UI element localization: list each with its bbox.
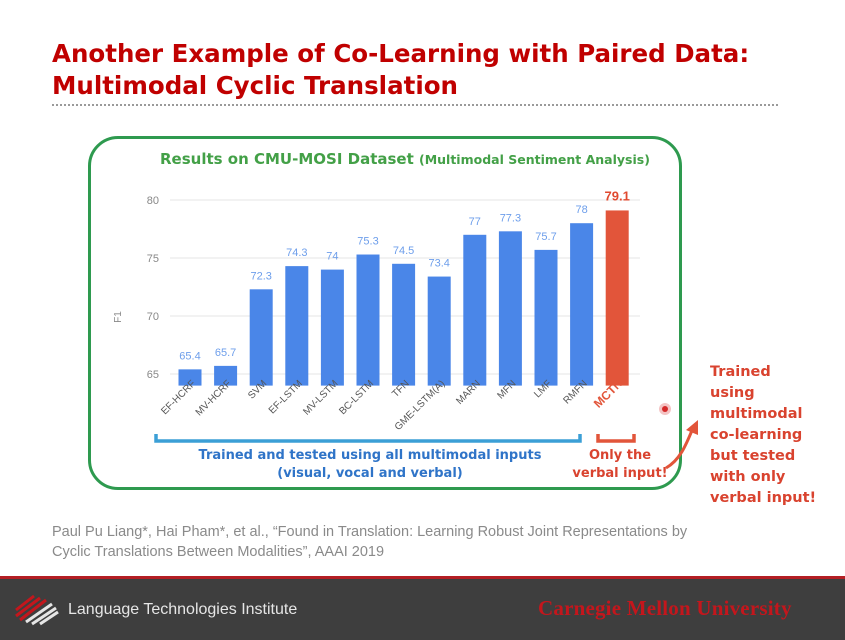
value-label: 78 xyxy=(575,204,587,216)
slide-title-line1: Another Example of Co-Learning with Pair… xyxy=(52,39,750,68)
citation-line1: Paul Pu Liang*, Hai Pham*, et al., “Foun… xyxy=(52,524,688,540)
mctn-note: Only the verbal input! xyxy=(572,447,668,483)
bar-bc-lstm xyxy=(356,254,380,386)
value-label: 74.3 xyxy=(286,247,307,259)
value-label: 73.4 xyxy=(428,258,449,270)
bar-ef-hcrf xyxy=(178,369,202,386)
curved-arrow-icon xyxy=(665,420,698,470)
y-tick-label: 70 xyxy=(147,311,159,323)
side-note-line: multimodal xyxy=(710,406,803,422)
baseline-note-line2: (visual, vocal and verbal) xyxy=(277,466,463,481)
slide-title-line2: Multimodal Cyclic Translation xyxy=(52,71,458,100)
bar-mv-lstm xyxy=(320,269,344,386)
y-tick-label: 65 xyxy=(147,369,159,381)
bar-ef-lstm xyxy=(285,266,309,386)
y-tick-labels: 65 70 75 80 xyxy=(147,195,159,381)
side-note-line: Trained xyxy=(710,364,771,380)
bar-gme-lstm-a- xyxy=(427,276,451,386)
value-label: 74 xyxy=(326,251,338,263)
value-label: 77.3 xyxy=(500,212,521,224)
side-note-line: but tested xyxy=(710,448,796,464)
citation-line2: Cyclic Translations Between Modalities”,… xyxy=(52,544,385,560)
value-label: 65.4 xyxy=(179,350,200,362)
y-tick-label: 75 xyxy=(147,253,159,265)
university-name: Carnegie Mellon University xyxy=(538,596,792,620)
mctn-note-line2: verbal input! xyxy=(572,466,668,481)
baseline-bracket xyxy=(154,434,582,443)
footer-accent-line xyxy=(0,576,845,579)
bar-mfn xyxy=(498,231,522,386)
bar-rmfn xyxy=(570,223,594,386)
institute-name: Language Technologies Institute xyxy=(68,601,298,618)
lti-logo-icon xyxy=(15,594,59,626)
value-label: 72.3 xyxy=(250,270,271,282)
bar-mctn xyxy=(605,210,629,386)
side-note-line: co-learning xyxy=(710,427,803,443)
value-label: 79.1 xyxy=(605,188,630,203)
value-label: 65.7 xyxy=(215,347,236,359)
value-label: 75.3 xyxy=(357,236,378,248)
citation: Paul Pu Liang*, Hai Pham*, et al., “Foun… xyxy=(52,522,812,562)
value-labels: 65.4 65.7 72.3 74.3 74 75.3 74.5 73.4 77 77.3 75.7… xyxy=(179,188,630,362)
bar-tfn xyxy=(392,263,416,386)
side-note-line: using xyxy=(710,385,755,401)
bar-svm xyxy=(249,289,273,386)
mctn-note-line1: Only the xyxy=(588,448,652,463)
bar-mv-hcrf xyxy=(214,365,238,386)
side-note-line: with only xyxy=(710,469,786,485)
title-divider xyxy=(52,104,778,106)
side-note-line: verbal input! xyxy=(710,490,817,506)
y-tick-label: 80 xyxy=(147,195,159,207)
baseline-note-line1: Trained and tested using all multimodal … xyxy=(198,448,542,463)
value-label: 77 xyxy=(469,216,481,228)
chart-subtitle: (Multimodal Sentiment Analysis) xyxy=(419,152,650,167)
baseline-note: Trained and tested using all multimodal … xyxy=(170,447,570,483)
bar-marn xyxy=(463,234,487,386)
side-note: Trained using multimodal co-learning but… xyxy=(710,362,830,509)
slide-title: Another Example of Co-Learning with Pair… xyxy=(52,38,792,102)
bars xyxy=(178,210,629,386)
cursor-dot-icon xyxy=(659,403,671,415)
value-label: 74.5 xyxy=(393,245,414,257)
results-panel xyxy=(88,136,682,490)
footer-bar xyxy=(0,576,845,640)
chart-title: Results on CMU-MOSI Dataset (Multimodal … xyxy=(160,150,650,168)
bar-lmf xyxy=(534,249,558,386)
chart-title-main: Results on CMU-MOSI Dataset xyxy=(160,150,414,168)
y-axis-label: F1 xyxy=(113,311,124,323)
mctn-bracket xyxy=(596,434,636,443)
value-label: 75.7 xyxy=(535,231,556,243)
